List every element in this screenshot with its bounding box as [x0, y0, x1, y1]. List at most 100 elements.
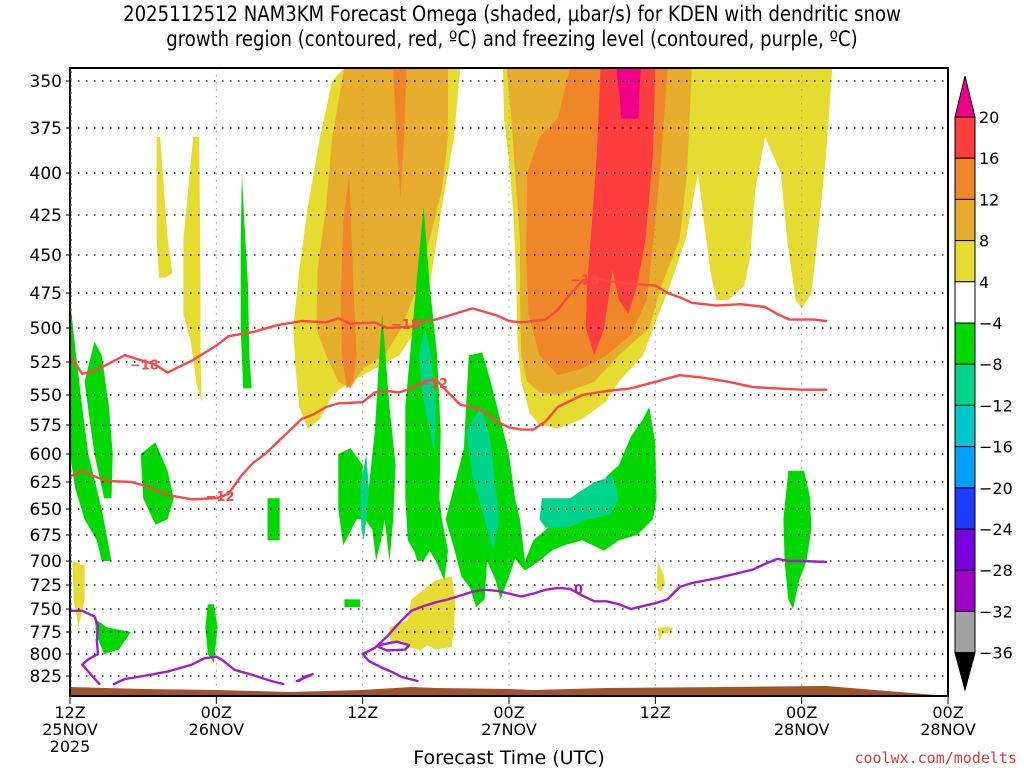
freezing-level-segment-1: [361, 652, 419, 683]
colorbar-box-10: [954, 487, 976, 530]
colorbar-box-2: [954, 157, 976, 200]
colorbar-box-1: [954, 116, 976, 159]
y-tick-label-700: 700: [30, 552, 62, 572]
colorbar-label-11: −28: [979, 561, 1013, 580]
y-tick-label-400: 400: [30, 164, 62, 184]
omega-region-16: [84, 341, 113, 499]
colorbar-label-13: −36: [979, 644, 1013, 663]
y-tick-label-725: 725: [30, 576, 62, 596]
x-tick-label-60-1: 28NOV: [774, 720, 830, 739]
y-tick-label-800: 800: [30, 645, 62, 665]
colorbar-box-7: [954, 363, 976, 406]
omega-region-28: [418, 328, 436, 454]
y-tick-label-550: 550: [30, 386, 62, 406]
contour-label-5: 0: [574, 583, 583, 598]
colorbar-box-8: [954, 404, 976, 448]
y-tick-label-350: 350: [30, 72, 62, 92]
y-tick-label-575: 575: [30, 416, 62, 436]
y-tick-label-650: 650: [30, 500, 62, 520]
omega-region-13: [656, 561, 666, 592]
colorbar-label-4: 4: [979, 273, 989, 292]
contour-labels: −18 −18 −18 −12 −12 0: [130, 273, 599, 598]
colorbar-label-12: −32: [979, 602, 1013, 621]
y-tick-label-775: 775: [30, 623, 62, 643]
x-tick-label-0-0: 12Z: [54, 703, 85, 722]
omega-region-15: [70, 300, 112, 561]
omega-region-9: [156, 137, 173, 278]
temperature-contours: [70, 276, 828, 686]
omega-region-29: [466, 407, 500, 551]
omega-region-18: [140, 442, 174, 525]
y-tick-label-475: 475: [30, 284, 62, 304]
omega-region-30: [539, 476, 619, 528]
colorbar-label-1: 16: [979, 149, 999, 168]
colorbar-label-7: −12: [979, 396, 1013, 415]
y-tick-label-425: 425: [30, 206, 62, 226]
omega-region-7: [585, 68, 656, 356]
omega-region-17: [94, 618, 131, 654]
omega-region-27: [360, 454, 369, 541]
contour-label-4: −12: [205, 490, 234, 505]
chart-title-line-2: growth region (contoured, red, ºC) and f…: [166, 27, 858, 51]
omega-region-22: [344, 599, 361, 608]
colorbar-box-4: [954, 240, 976, 283]
colorbar-box-13: [954, 610, 976, 654]
omega-region-25: [445, 352, 657, 608]
colorbar-label-5: −4: [979, 314, 1003, 333]
omega-region-11: [72, 561, 85, 628]
colorbar-label-3: 8: [979, 232, 989, 251]
x-tick-label-0-1: 25NOV: [42, 720, 98, 739]
y-tick-label-450: 450: [30, 246, 62, 266]
omega-region-10: [183, 137, 202, 403]
y-tick-label-525: 525: [30, 353, 62, 373]
ground-terrain: [70, 686, 948, 696]
y-tick-label-600: 600: [30, 445, 62, 465]
contour-label-0: −18: [130, 359, 159, 374]
colorbar-label-10: −24: [979, 520, 1013, 539]
y-axis: 350 375 400 425 450 475 500 525 550 575 600 625 650 6…: [30, 71, 72, 696]
contour-label-3: −12: [419, 377, 448, 392]
colorbar-box-5: [954, 281, 976, 324]
colorbar-arrow-top: [954, 75, 976, 118]
x-tick-label-48-0: 12Z: [640, 703, 671, 722]
colorbar-legend: 20 16 12 8 4 −4 −8 −12 −16 −20 −24 −28 −32 −36: [954, 75, 1013, 692]
y-tick-label-625: 625: [30, 473, 62, 493]
omega-region-26: [783, 470, 812, 609]
x-tick-label-72-1: 28NOV: [920, 720, 976, 739]
omega-region-23: [338, 314, 396, 561]
omega-region-21: [267, 498, 280, 541]
contour-label-1: −18: [391, 318, 420, 333]
colorbar-label-9: −20: [979, 479, 1013, 498]
y-tick-label-825: 825: [30, 667, 62, 687]
x-tick-label-36-1: 27NOV: [481, 720, 537, 739]
x-tick-label-0-2: 2025: [50, 737, 91, 756]
omega-region-19: [205, 604, 218, 663]
colorbar-box-11: [954, 528, 976, 571]
x-axis-title: Forecast Time (UTC): [413, 747, 604, 768]
colorbar-box-6: [954, 322, 976, 365]
x-tick-label-24-0: 12Z: [347, 703, 378, 722]
x-tick-label-60-0: 00Z: [786, 703, 817, 722]
omega-region-12: [389, 576, 456, 651]
credit-text[interactable]: coolwx.com/modelts: [854, 749, 1017, 767]
freezing-level-line: [70, 609, 101, 686]
x-tick-label-12-1: 26NOV: [189, 720, 245, 739]
omega-region-3: [393, 68, 407, 199]
y-tick-label-375: 375: [30, 119, 62, 139]
omega-region-2: [340, 173, 357, 389]
x-tick-label-72-0: 00Z: [932, 703, 963, 722]
ground-fill: [70, 686, 948, 696]
contour-label-2: −18: [570, 273, 599, 288]
freezing-level-loop-1: [295, 673, 314, 683]
colorbar-label-0: 20: [979, 108, 999, 127]
colorbar-label-8: −16: [979, 438, 1013, 457]
colorbar-arrow-bottom: [954, 652, 976, 692]
freezing-level-segment-0: [112, 655, 285, 686]
colorbar-box-12: [954, 569, 976, 612]
y-tick-label-675: 675: [30, 526, 62, 546]
omega-region-14: [657, 627, 673, 641]
colorbar-label-2: 12: [979, 190, 999, 209]
x-tick-label-36-0: 00Z: [493, 703, 524, 722]
chart-title-line-1: 2025112512 NAM3KM Forecast Omega (shaded…: [123, 2, 901, 26]
